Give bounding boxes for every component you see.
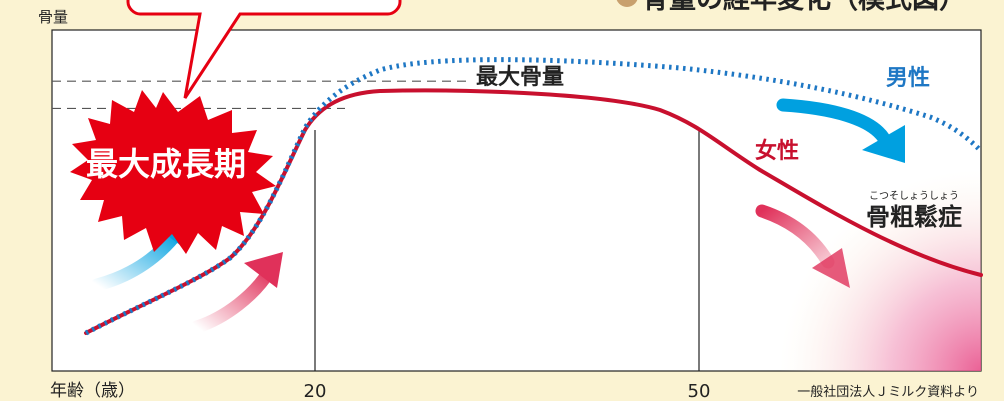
chart-title: 骨量の経年変化（模式図）	[642, 0, 966, 15]
x-tick-label-50: 50	[688, 381, 711, 401]
series-label-female: 女性	[755, 138, 799, 164]
declining-arrow-female-head	[812, 248, 850, 288]
declining-arrow-male-head	[862, 125, 905, 163]
osteoporosis-ruby: こつそしょうしょう	[869, 190, 959, 202]
x-axis-label: 年齢（歳）	[50, 381, 135, 401]
rising-arrow-female-head	[244, 252, 283, 288]
speech-bubble	[126, 0, 402, 99]
declining-arrow-female-shaft	[755, 204, 835, 269]
series-label-male: 男性	[886, 66, 930, 91]
declining-arrow-male-shaft	[776, 98, 892, 147]
y-axis-label: 骨量	[38, 8, 68, 26]
badge-label: 最大成長期	[86, 145, 246, 183]
rising-arrow-male-shaft	[90, 225, 185, 292]
badge-starburst	[70, 90, 276, 254]
x-tick-label-20: 20	[304, 381, 327, 401]
source-note: 一般社団法人Ｊミルク資料より	[797, 384, 979, 400]
series-line-male	[84, 57, 982, 336]
title-bullet-icon	[616, 0, 638, 7]
peak-bone-mass-label: 最大骨量	[476, 65, 564, 90]
osteoporosis-label: 骨粗鬆症	[866, 203, 962, 231]
osteoporosis-zone-overlay	[780, 170, 981, 371]
